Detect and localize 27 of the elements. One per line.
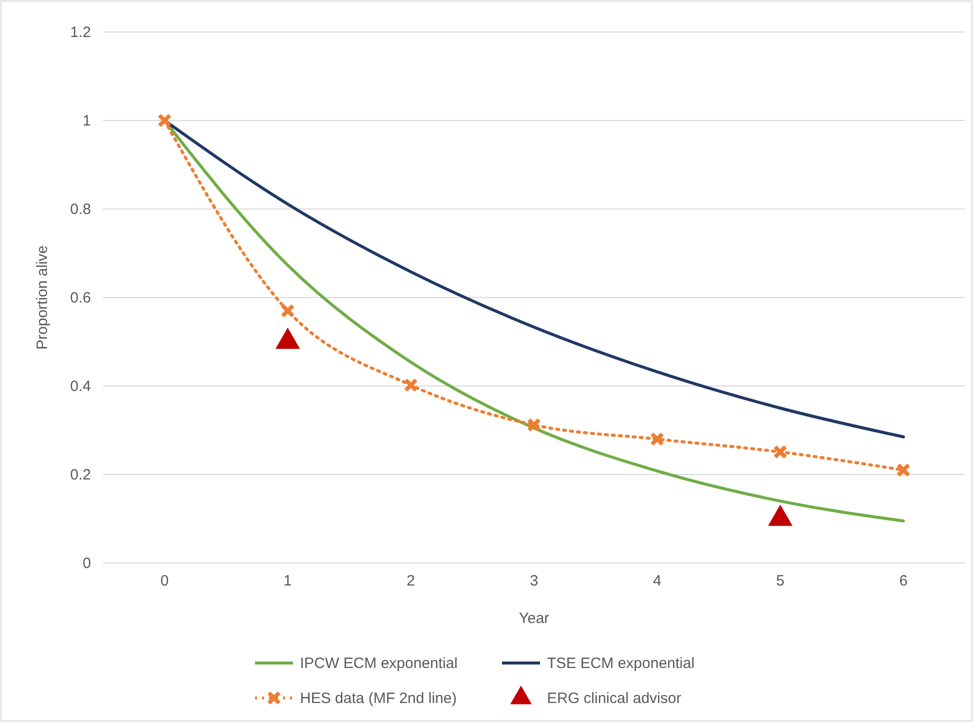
legend-label: ERG clinical advisor [547,690,682,707]
x-axis-title: Year [518,610,550,627]
legend-label: TSE ECM exponential [547,655,695,672]
y-tick-label: 1.2 [70,24,91,41]
y-tick-label: 0.6 [70,289,91,306]
x-tick-label: 2 [406,572,416,590]
x-tick-label: 0 [160,572,169,590]
point [526,418,542,432]
y-tick-label: 0.2 [70,466,91,484]
x-tick-label: 6 [899,572,908,590]
point [896,462,911,478]
y-tick-label: 0 [82,554,91,572]
y-tick-label: 0.4 [70,378,91,395]
x-tick-label: 3 [530,572,538,590]
point [773,444,788,460]
x-tick-label: 4 [652,572,662,590]
legend-label: HES data (MF 2nd line) [300,690,457,707]
y-axis-title: Proportion alive [34,245,51,350]
y-tick-label: 1 [82,112,91,130]
point [280,304,295,318]
point [157,113,172,128]
point [650,432,664,446]
point [404,378,418,392]
x-tick-label: 5 [776,572,784,590]
x-tick-label: 1 [284,572,292,590]
legend-label: IPCW ECM exponential [300,655,458,672]
y-tick-label: 0.8 [70,200,91,218]
